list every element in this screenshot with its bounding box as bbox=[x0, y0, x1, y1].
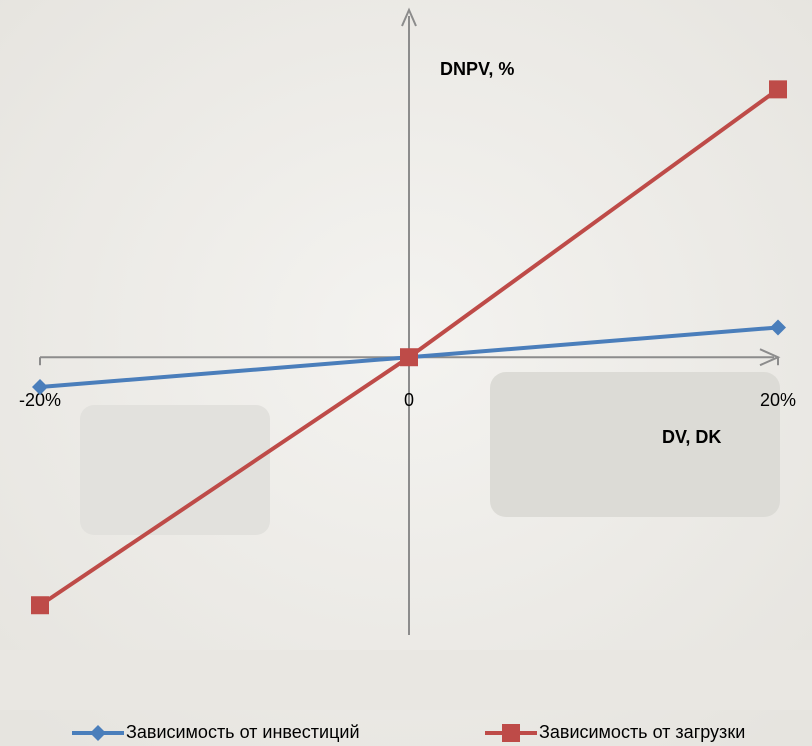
legend-marker bbox=[502, 724, 520, 742]
x-axis-label: DV, DK bbox=[662, 427, 721, 447]
x-tick-label: 0 bbox=[404, 390, 414, 410]
x-tick-label: 20% bbox=[760, 390, 796, 410]
bg-panel bbox=[490, 372, 780, 517]
point bbox=[31, 596, 49, 615]
x-axis-arrow bbox=[759, 348, 781, 367]
point bbox=[769, 80, 787, 99]
point bbox=[770, 319, 786, 336]
point bbox=[32, 378, 48, 395]
point bbox=[400, 348, 418, 367]
bg-band bbox=[0, 650, 812, 710]
legend-marker bbox=[90, 725, 106, 741]
legend-label: Зависимость от загрузки bbox=[539, 722, 745, 742]
y-axis-arrow bbox=[401, 7, 417, 27]
bg-panel bbox=[80, 405, 270, 535]
legend-label: Зависимость от инвестиций bbox=[126, 722, 360, 742]
y-axis-label: DNPV, % bbox=[440, 59, 514, 79]
x-tick-label: -20% bbox=[19, 390, 61, 410]
